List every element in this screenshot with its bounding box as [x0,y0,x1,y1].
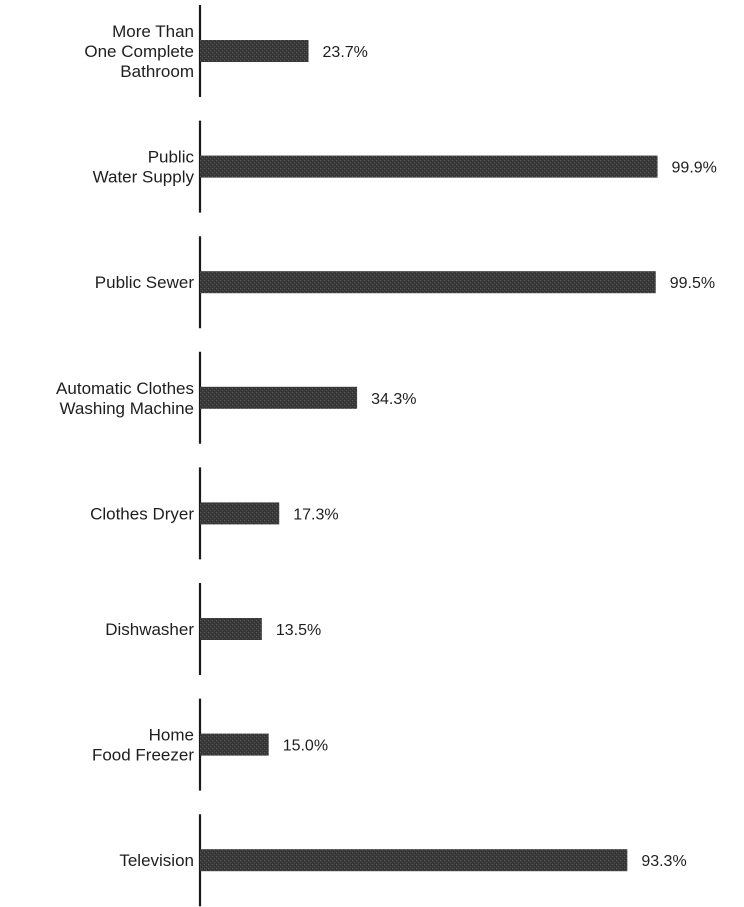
category-label: Automatic Clothes Washing Machine [56,379,194,418]
bar [200,40,309,62]
bar [200,733,269,756]
category-label-line: One Complete [84,42,194,61]
bars [200,40,658,872]
bar [200,849,628,872]
value-label: 99.5% [670,275,715,292]
category-label: More Than One Complete Bathroom [84,22,194,81]
category-label-line: Television [119,851,194,870]
category-label-line: Water Supply [93,168,195,187]
category-label-line: Washing Machine [60,399,195,418]
value-label: 23.7% [323,44,368,61]
category-label-line: Home [149,726,194,745]
category-label: Public Water Supply [93,148,195,187]
value-labels: 23.7% 99.9% 99.5% 34.3% 17.3% 13.5% 15.0% 93.3% [276,44,717,870]
category-label: Dishwasher [105,620,194,639]
category-label-line: Bathroom [120,62,194,81]
category-label-line: Public Sewer [95,273,195,292]
category-label-line: Dishwasher [105,620,194,639]
bar [200,502,280,525]
category-label-line: Public [148,148,195,167]
category-label-line: More Than [112,22,194,41]
value-label: 99.9% [672,160,717,177]
category-label: Television [119,851,194,870]
category-label: Clothes Dryer [90,504,194,523]
value-label: 13.5% [276,622,321,639]
value-label: 15.0% [283,738,328,755]
value-label: 93.3% [641,853,686,870]
category-label-line: Food Freezer [92,746,194,765]
value-label: 17.3% [293,506,338,523]
bar [200,271,656,294]
bar [200,618,262,640]
value-label: 34.3% [371,391,416,408]
category-label-line: Clothes Dryer [90,504,194,523]
bar [200,155,658,178]
category-labels: More Than One Complete Bathroom Public Water… [56,22,194,870]
category-label-line: Automatic Clothes [56,379,194,398]
category-label: Public Sewer [95,273,195,292]
bar [200,386,358,409]
category-label: Home Food Freezer [92,726,194,765]
